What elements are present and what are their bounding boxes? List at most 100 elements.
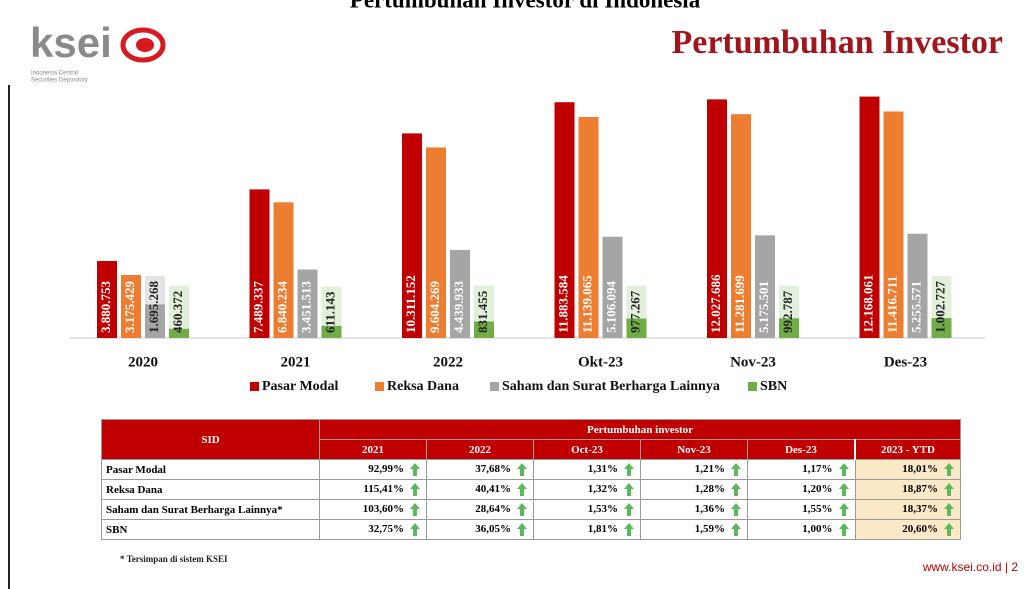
legend-label: Pasar Modal <box>262 379 338 394</box>
data-label: 1.002.727 <box>932 281 947 334</box>
data-row: Saham dan Surat Berharga Lainnya* 103,60%… <box>101 499 961 520</box>
value-text: 36,05% <box>475 523 511 536</box>
up-arrow <box>944 463 954 476</box>
up-arrow <box>517 463 527 476</box>
data-label: 12.027.686 <box>708 274 723 333</box>
up-arrow <box>838 483 849 496</box>
value-cell: 1,20% <box>747 479 856 500</box>
logo-sub: Securities Depository <box>31 78 88 84</box>
value-cell: 32,75% <box>319 519 427 540</box>
bar <box>474 321 494 338</box>
row-label: Pasar Modal <box>101 459 320 480</box>
column-header: 2022 <box>426 439 534 460</box>
value-text: 1,20% <box>802 483 833 496</box>
bar <box>859 96 880 339</box>
value-cell: 18,37% <box>854 499 961 520</box>
value-text: 1,53% <box>587 503 618 516</box>
value-text: 18,87% <box>902 483 938 496</box>
bar <box>626 318 647 338</box>
value-cell: 1,81% <box>533 519 641 540</box>
value-cell: 18,87% <box>854 479 961 500</box>
value-cell: 40,41% <box>426 479 534 500</box>
bar <box>145 304 165 338</box>
value-text: 103,60% <box>362 503 404 516</box>
data-label: 11.416.711 <box>884 276 899 333</box>
value-cell: 1,53% <box>533 499 641 520</box>
data-label: 11.139.065 <box>579 275 594 333</box>
legend-label: SBN <box>760 379 787 394</box>
column-header: 2023 - YTD <box>854 439 961 460</box>
up-arrow <box>944 503 954 516</box>
bar <box>97 261 117 338</box>
data-label: 3.451.513 <box>298 281 313 334</box>
header-title: Pertumbuhan Investor <box>671 24 1003 61</box>
data-label: 12.168.061 <box>860 275 875 334</box>
data-label: 3.175.429 <box>122 281 137 334</box>
value-cell: 18,01% <box>854 459 961 480</box>
up-arrow <box>624 483 634 496</box>
row-label: Saham dan Surat Berharga Lainnya* <box>101 499 320 520</box>
bar <box>602 236 623 338</box>
data-label: 460.372 <box>170 291 185 333</box>
data-label: 977.267 <box>627 290 642 333</box>
data-row: Reksa Dana 115,41% 40,41% 1,32% 1,28% 1,20% 18… <box>101 479 961 500</box>
up-arrow <box>944 483 954 496</box>
bar <box>121 274 141 338</box>
bar <box>731 114 751 339</box>
growth-table: SID Pertumbuhan investor 2021 2022 Oct-23 Nov… <box>101 419 961 540</box>
label-box <box>321 286 342 338</box>
data-label: 831.455 <box>475 290 490 333</box>
data-label: 5.106.094 <box>603 281 618 334</box>
group-header: Pertumbuhan investor <box>319 419 961 440</box>
up-arrow <box>838 523 849 536</box>
value-text: 1,21% <box>694 463 725 476</box>
bar <box>450 249 470 338</box>
header-row: 2021 2022 Oct-23 Nov-23 Des-23 2023 - YTD <box>102 439 961 460</box>
row-label: SBN <box>101 519 320 540</box>
up-arrow <box>410 463 420 476</box>
bar <box>578 117 599 339</box>
legend-swatch <box>748 382 757 391</box>
x-tick-label: Nov-23 <box>730 354 776 370</box>
value-cell: 1,36% <box>640 499 748 520</box>
legend-label: Saham dan Surat Berharga Lainnya <box>502 379 720 394</box>
up-arrow <box>944 523 954 536</box>
bar <box>321 325 342 338</box>
legend-swatch <box>375 382 384 391</box>
column-header: Oct-23 <box>533 439 641 460</box>
value-text: 1,31% <box>587 463 618 476</box>
logo: ksei <box>30 19 112 66</box>
value-cell: 103,60% <box>319 499 427 520</box>
value-cell: 1,17% <box>747 459 856 480</box>
up-arrow <box>838 463 849 476</box>
up-arrow <box>731 463 741 476</box>
value-text: 1,17% <box>802 463 833 476</box>
value-cell: 1,32% <box>533 479 641 500</box>
value-text: 40,41% <box>475 483 511 496</box>
value-cell: 1,00% <box>747 519 856 540</box>
footnote: * Tersimpan di sistem KSEI <box>120 554 228 564</box>
value-text: 115,41% <box>363 483 404 496</box>
value-text: 1,55% <box>802 503 833 516</box>
data-label: 1.695.268 <box>146 281 161 334</box>
data-label: 611.143 <box>322 291 337 333</box>
x-tick-label: Des-23 <box>884 354 927 370</box>
value-cell: 1,28% <box>640 479 748 500</box>
value-cell: 115,41% <box>319 479 427 500</box>
value-text: 1,81% <box>587 523 618 536</box>
bar <box>907 233 928 338</box>
data-row: Pasar Modal 92,99% 37,68% 1,31% 1,21% 1,17% 18… <box>101 459 961 480</box>
value-text: 1,00% <box>802 523 833 536</box>
data-label: 11.883.584 <box>555 275 570 333</box>
value-text: 18,01% <box>902 463 938 476</box>
bar <box>273 202 294 338</box>
value-text: 18,37% <box>902 503 938 516</box>
column-header: Nov-23 <box>640 439 748 460</box>
data-label: 5.255.571 <box>908 281 923 333</box>
column-header: 2021 <box>319 439 427 460</box>
up-arrow <box>624 523 634 536</box>
up-arrow <box>410 523 420 536</box>
data-row: SBN 32,75% 36,05% 1,81% 1,59% 1,00% 20,60% <box>101 519 961 540</box>
value-cell: 92,99% <box>319 459 427 480</box>
